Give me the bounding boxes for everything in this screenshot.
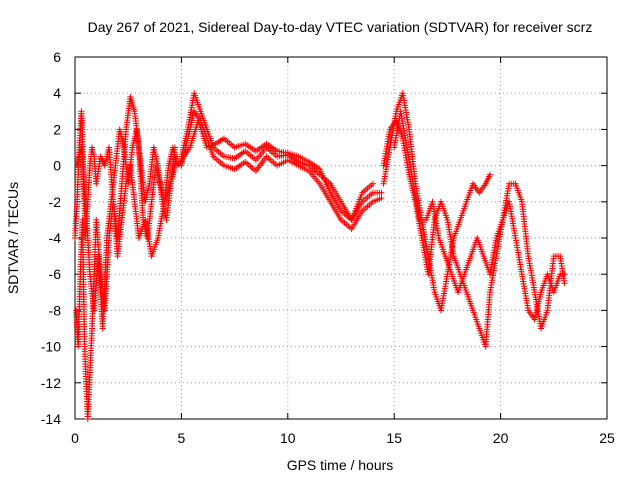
x-tick-label: 0 <box>71 430 79 446</box>
x-tick-label: 15 <box>386 430 402 446</box>
data-point <box>561 280 568 287</box>
y-tick-label: -14 <box>41 411 61 427</box>
y-tick-label: -10 <box>41 339 61 355</box>
grid-lines <box>75 57 607 419</box>
y-tick-label: -6 <box>49 266 62 282</box>
y-axis-label: SDTVAR / TECUs <box>5 182 21 294</box>
data-point <box>369 180 376 187</box>
data-point <box>378 189 385 196</box>
x-tick-label: 5 <box>178 430 186 446</box>
series-peak-b <box>178 108 385 232</box>
y-tick-label: -8 <box>49 302 62 318</box>
y-tick-label: -2 <box>49 194 62 210</box>
y-tick-label: 2 <box>53 121 61 137</box>
series-peak-c <box>178 117 376 223</box>
y-tick-label: 4 <box>53 85 61 101</box>
data-marks <box>72 90 568 422</box>
x-tick-label: 20 <box>493 430 509 446</box>
x-tick-label: 25 <box>599 430 615 446</box>
data-point <box>486 171 493 178</box>
y-tick-label: 0 <box>53 158 61 174</box>
chart-title: Day 267 of 2021, Sidereal Day-to-day VTE… <box>88 19 593 35</box>
data-point <box>172 144 179 151</box>
series-early-c <box>74 126 179 332</box>
axis-ticks: 0 5 10 15 20 25 -14 -12 -10 -8 -6 -4 -2 0 2 4 6 <box>41 49 615 446</box>
x-axis-label: GPS time / hours <box>287 457 394 473</box>
y-tick-label: 6 <box>53 49 61 65</box>
y-tick-label: -12 <box>41 375 61 391</box>
data-point <box>378 195 385 202</box>
series-late-c <box>391 108 568 332</box>
y-tick-label: -4 <box>49 230 62 246</box>
x-tick-label: 10 <box>280 430 296 446</box>
